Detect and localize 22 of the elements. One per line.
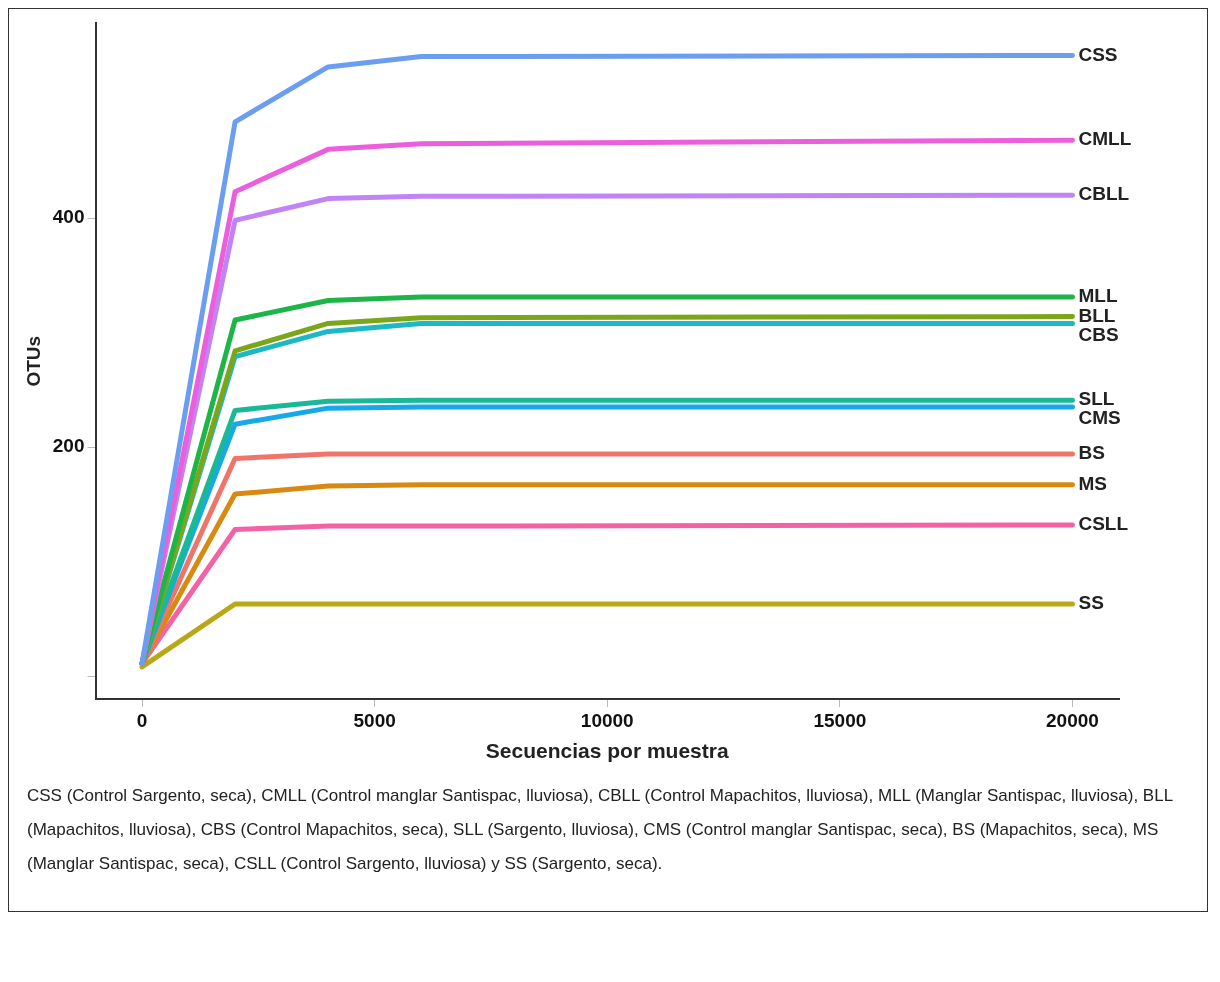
series-label: SLL — [1078, 388, 1115, 410]
series-label: CBLL — [1078, 183, 1130, 205]
series-label: BLL — [1078, 304, 1116, 326]
series-label: CSS — [1078, 43, 1118, 65]
x-tick-label: 5000 — [353, 709, 396, 731]
x-tick-label: 20000 — [1046, 709, 1099, 731]
series-label: MS — [1078, 473, 1107, 495]
series-label: MLL — [1078, 285, 1118, 307]
y-axis-title: OTUs — [22, 335, 44, 387]
x-axis-title: Secuencias por muestra — [485, 739, 729, 763]
x-tick-label: 15000 — [813, 709, 867, 731]
series-label: CSLL — [1078, 513, 1129, 535]
series-label: CMS — [1078, 407, 1121, 429]
x-tick-label: 10000 — [580, 709, 634, 731]
y-tick-label: 200 — [52, 435, 85, 457]
x-tick-label: 0 — [136, 709, 148, 731]
series-label: SS — [1078, 592, 1104, 614]
text: CSS (Control Sargento, seca), CMLL (Control manglar Santispac, lluviosa), CBLL (Control Mapachitos, lluviosa), MLL (Manglar Santispac, lluviosa), BLL (Mapachitos, lluviosa), CBS (Control Mapachitos, seca), SLL (Sargento, lluviosa), CMS (Control manglar Santispac, seca), BS (Mapachitos, seca), MS (Manglar Santispac, seca), CSLL (Control Sargento, lluviosa) y SS (Sargento, seca). — [27, 785, 1174, 875]
series-label: CBS — [1078, 323, 1119, 345]
series-label: BS — [1078, 442, 1105, 464]
series-label: CMLL — [1078, 128, 1132, 150]
y-tick-label: 400 — [52, 206, 85, 228]
